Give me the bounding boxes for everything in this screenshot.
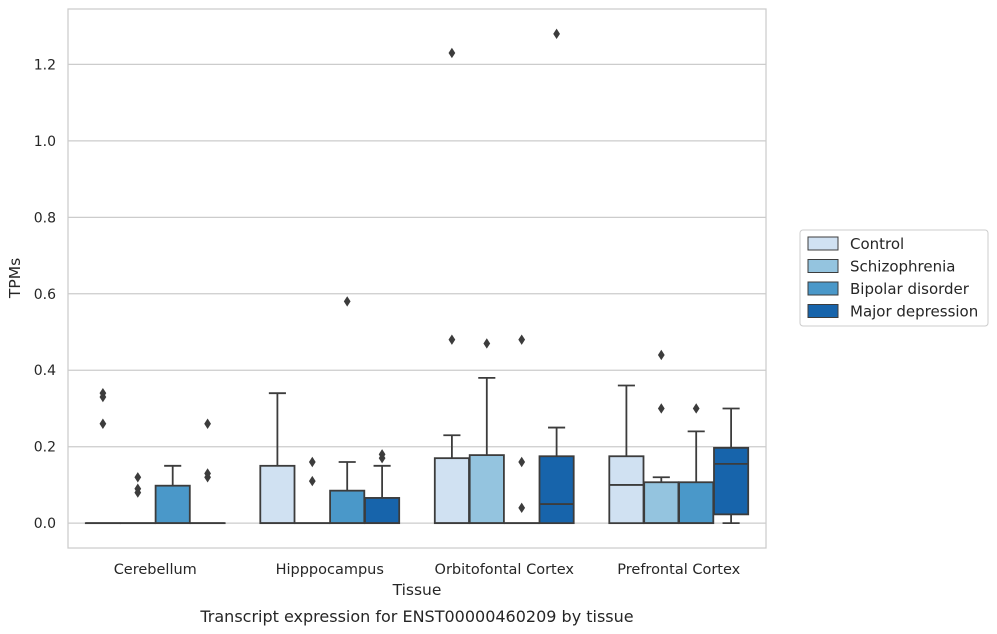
box-major-depression: [189, 418, 226, 525]
outlier-point: [448, 334, 456, 345]
legend-label: Major depression: [850, 303, 978, 321]
outlier-point: [518, 502, 526, 514]
y-tick-label: 0.2: [34, 440, 56, 456]
y-tick-label: 0.4: [34, 363, 56, 379]
outlier-point: [483, 338, 491, 349]
outlier-point: [518, 456, 526, 468]
x-tick-label: Prefrontal Cortex: [617, 562, 740, 578]
chart-caption: Transcript expression for ENST0000046020…: [199, 607, 633, 626]
outlier-point: [657, 403, 665, 414]
box-schizophrenia: [294, 456, 331, 525]
box-body: [468, 454, 505, 525]
box-body: [433, 457, 470, 525]
legend-swatch: [807, 304, 839, 318]
y-tick-label: 1.0: [34, 134, 56, 150]
box-body: [608, 455, 645, 525]
box-bipolar-disorder: [503, 334, 540, 525]
box-body: [259, 464, 296, 525]
box-control: [84, 387, 121, 525]
x-tick-label: Hipppocampus: [276, 562, 384, 578]
box-control: [433, 47, 470, 525]
box-body: [643, 481, 680, 525]
box-body: [713, 446, 750, 516]
outlier-point: [99, 418, 107, 429]
x-tick-label: Cerebellum: [114, 562, 197, 578]
box-body: [364, 497, 401, 525]
legend-swatch: [807, 281, 839, 296]
y-axis-ticks: 0.0 0.2 0.4 0.6 0.8 1.0 1.2: [34, 57, 56, 532]
box-major-depression: [364, 449, 401, 525]
outlier-point: [134, 483, 142, 494]
outlier-point: [657, 349, 665, 361]
plot-frame: [67, 8, 767, 549]
y-tick-label: 0.8: [34, 210, 56, 226]
outlier-point: [553, 28, 560, 40]
x-tick-label: Orbitofontal Cortex: [435, 562, 575, 578]
outlier-point: [518, 334, 526, 345]
legend-label: Bipolar disorder: [850, 280, 970, 298]
box-major-depression: [713, 407, 750, 525]
x-axis-ticks: Cerebellum Hipppocampus Orbitofontal Corte…: [114, 562, 741, 578]
box-schizophrenia: [119, 472, 156, 525]
outlier-point: [308, 456, 316, 468]
outlier-point: [343, 296, 351, 307]
x-axis-label: Tissue: [392, 581, 442, 599]
outlier-point: [204, 468, 211, 479]
legend-swatch: [807, 259, 839, 273]
box-body: [154, 484, 191, 525]
gridlines: [68, 63, 766, 524]
outlier-point: [204, 418, 211, 429]
y-tick-label: 1.2: [34, 57, 56, 73]
box-bipolar-disorder: [329, 296, 366, 525]
box-body: [329, 489, 366, 525]
outlier-point: [378, 449, 386, 460]
box-body: [678, 481, 715, 525]
outlier-point: [99, 387, 107, 399]
legend-frame: [799, 229, 989, 327]
legend: Control Schizophrenia Bipolar disorder Majo…: [799, 229, 989, 327]
box-major-depression: [538, 28, 575, 525]
legend-label: Schizophrenia: [850, 258, 955, 276]
outlier-point: [448, 47, 456, 59]
box-schizophrenia: [643, 349, 680, 525]
y-tick-label: 0.6: [34, 287, 56, 303]
outlier-point: [134, 472, 142, 483]
box-schizophrenia: [468, 338, 505, 525]
boxes: [84, 28, 750, 525]
legend-label: Control: [850, 235, 904, 253]
box-bipolar-disorder: [678, 403, 715, 525]
box-bipolar-disorder: [154, 464, 191, 525]
legend-swatch: [807, 236, 839, 251]
box-control: [608, 384, 645, 525]
outlier-point: [692, 403, 700, 414]
outlier-point: [308, 475, 316, 487]
box-control: [259, 392, 296, 525]
box-body: [538, 455, 575, 525]
y-tick-label: 0.0: [34, 516, 56, 532]
y-axis-label: TPMs: [6, 258, 24, 299]
legend-items: Control Schizophrenia Bipolar disorder Majo…: [807, 235, 978, 321]
